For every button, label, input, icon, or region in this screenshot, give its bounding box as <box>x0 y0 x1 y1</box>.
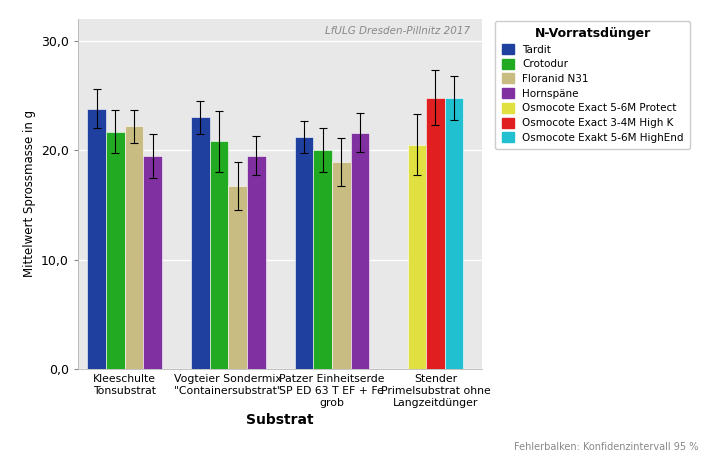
Bar <box>125 126 143 369</box>
Bar <box>313 150 332 369</box>
Text: LfULG Dresden-Pillnitz 2017: LfULG Dresden-Pillnitz 2017 <box>325 26 470 36</box>
Bar <box>350 132 369 369</box>
Bar <box>332 162 350 369</box>
Bar <box>426 98 445 369</box>
Text: Fehlerbalken: Konfidenzintervall 95 %: Fehlerbalken: Konfidenzintervall 95 % <box>514 442 698 452</box>
Y-axis label: Mittelwert Sprossmasse in g: Mittelwert Sprossmasse in g <box>23 110 35 278</box>
Bar <box>210 141 228 369</box>
X-axis label: Substrat: Substrat <box>246 413 314 427</box>
Legend: Tardit, Crotodur, Floranid N31, Hornspäne, Osmocote Exact 5-6M Protect, Osmocote: Tardit, Crotodur, Floranid N31, Hornspän… <box>496 21 691 149</box>
Bar <box>408 145 426 369</box>
Bar <box>445 98 464 369</box>
Bar <box>87 109 106 369</box>
Bar <box>106 131 125 369</box>
Bar <box>191 117 210 369</box>
Bar <box>228 186 247 369</box>
Bar <box>294 137 313 369</box>
Bar <box>247 156 266 369</box>
Bar <box>143 156 162 369</box>
